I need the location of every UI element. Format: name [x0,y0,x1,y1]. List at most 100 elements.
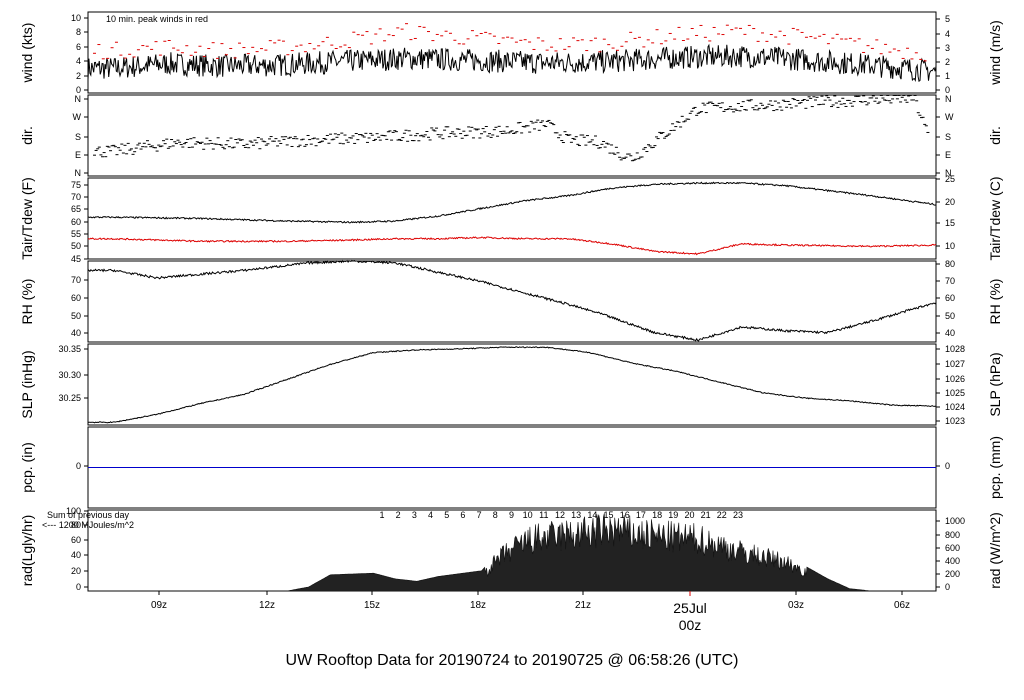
hour-label: 6 [460,510,465,520]
slp-left-axis-label: SLP (inHg) [19,350,35,418]
tdew-series-line [87,236,937,256]
rad-left-axis-label: rad(Lgly/hr) [19,515,35,587]
dir-left-tick-label: S [75,132,81,142]
page-title: UW Rooftop Data for 20190724 to 20190725… [286,652,739,669]
hour-label: 16 [620,510,630,520]
hour-label: 20 [684,510,694,520]
wind-left-tick-label: 4 [76,56,81,66]
tair-left-tick-label: 55 [71,229,81,239]
tair-panel-frame [87,177,937,260]
wind-right-tick-label: 3 [945,43,950,53]
slp-right-tick-label: 1027 [945,359,965,369]
x-tick-label: 03z [788,600,804,611]
rad-right-tick-label: 0 [945,582,950,592]
rad-left-tick-label: 100 [66,506,81,516]
rad-left-tick-label: 20 [71,566,81,576]
rad-right-axis-label: rad (W/m^2) [987,512,1003,589]
tair-right-tick-label: 15 [945,218,955,228]
rad-right-tick-label: 600 [945,543,960,553]
rad-right-tick-label: 1000 [945,516,965,526]
slp-right-tick-label: 1026 [945,374,965,384]
wind-left-tick-label: 6 [76,42,81,52]
x-tick-label: 15z [364,600,380,611]
pcp-left-tick-label: 0 [76,461,81,471]
date-marker-hour: 00z [679,617,702,633]
rad-left-tick-label: 0 [76,582,81,592]
tair-series-line [87,181,937,224]
hour-label: 4 [428,510,433,520]
rad-left-tick-label: 40 [71,550,81,560]
dir-right-axis-label: dir. [987,126,1003,145]
wind-series-line [87,43,937,83]
hour-label: 11 [539,510,548,520]
hour-label: 14 [587,510,597,520]
tair-left-tick-label: 75 [71,180,81,190]
rh-left-axis-label: RH (%) [19,279,35,325]
wind-left-tick-label: 2 [76,71,81,81]
slp-series-line [87,346,937,424]
slp-right-tick-label: 1025 [945,388,965,398]
hour-label: 1 [379,510,384,520]
rh-right-tick-label: 70 [945,276,955,286]
wind-right-tick-label: 2 [945,57,950,67]
date-marker-day: 25Jul [673,600,706,616]
tair-left-tick-label: 45 [71,254,81,264]
hour-label: 9 [509,510,514,520]
rad-right-tick-label: 200 [945,569,960,579]
tair-right-tick-label: 10 [945,241,955,251]
rad-left-tick-label: 60 [71,535,81,545]
wind-right-tick-label: 1 [945,71,950,81]
x-tick-label: 12z [259,600,275,611]
dir-left-tick-label: E [75,150,81,160]
rad-series-area [88,513,936,592]
dir-left-axis-label: dir. [19,126,35,145]
rh-right-tick-label: 80 [945,259,955,269]
hour-label: 15 [604,510,614,520]
rad-note-2: <--- 1200 MJoules/m^2 [42,520,134,530]
tair-right-tick-label: 20 [945,197,955,207]
rh-right-tick-label: 60 [945,293,955,303]
hour-label: 12 [555,510,565,520]
slp-left-tick-label: 30.25 [58,393,81,403]
dir-left-tick-label: N [75,168,82,178]
wind-right-axis-label: wind (m/s) [987,20,1003,86]
tair-right-tick-label: 25 [945,174,955,184]
rad-right-tick-label: 800 [945,530,960,540]
slp-right-tick-label: 1024 [945,402,965,412]
rh-left-tick-label: 70 [71,275,81,285]
wind-left-tick-label: 10 [71,13,81,23]
hour-label: 19 [668,510,678,520]
hour-label: 22 [717,510,727,520]
slp-left-tick-label: 30.35 [58,344,81,354]
slp-right-tick-label: 1028 [945,344,965,354]
hour-label: 17 [636,510,646,520]
wind-panel-frame [87,11,937,94]
x-tick-label: 06z [894,600,910,611]
dir-right-tick-label: N [945,168,952,178]
x-tick-label: 09z [151,600,167,611]
tair-right-axis-label: Tair/Tdew (C) [987,176,1003,260]
rh-right-tick-label: 50 [945,311,955,321]
tair-left-tick-label: 50 [71,241,81,251]
wind-right-tick-label: 5 [945,14,950,24]
wind-right-tick-label: 0 [945,85,950,95]
dir-right-tick-label: S [945,132,951,142]
dir-left-tick-label: W [73,112,82,122]
hour-label: 5 [444,510,449,520]
rh-left-tick-label: 60 [71,293,81,303]
rh-left-tick-label: 40 [71,328,81,338]
rh-right-tick-label: 40 [945,328,955,338]
hour-label: 13 [571,510,581,520]
slp-right-tick-label: 1023 [945,416,965,426]
dir-panel-frame [87,94,937,177]
slp-left-tick-label: 30.30 [58,370,81,380]
wind-right-tick-label: 4 [945,29,950,39]
tair-left-tick-label: 65 [71,204,81,214]
rh-left-tick-label: 50 [71,311,81,321]
hour-label: 23 [733,510,743,520]
hour-label: 21 [701,510,711,520]
rad-left-tick-label: 80 [71,520,81,530]
tair-left-tick-label: 60 [71,217,81,227]
wind-left-axis-label: wind (kts) [19,23,35,84]
